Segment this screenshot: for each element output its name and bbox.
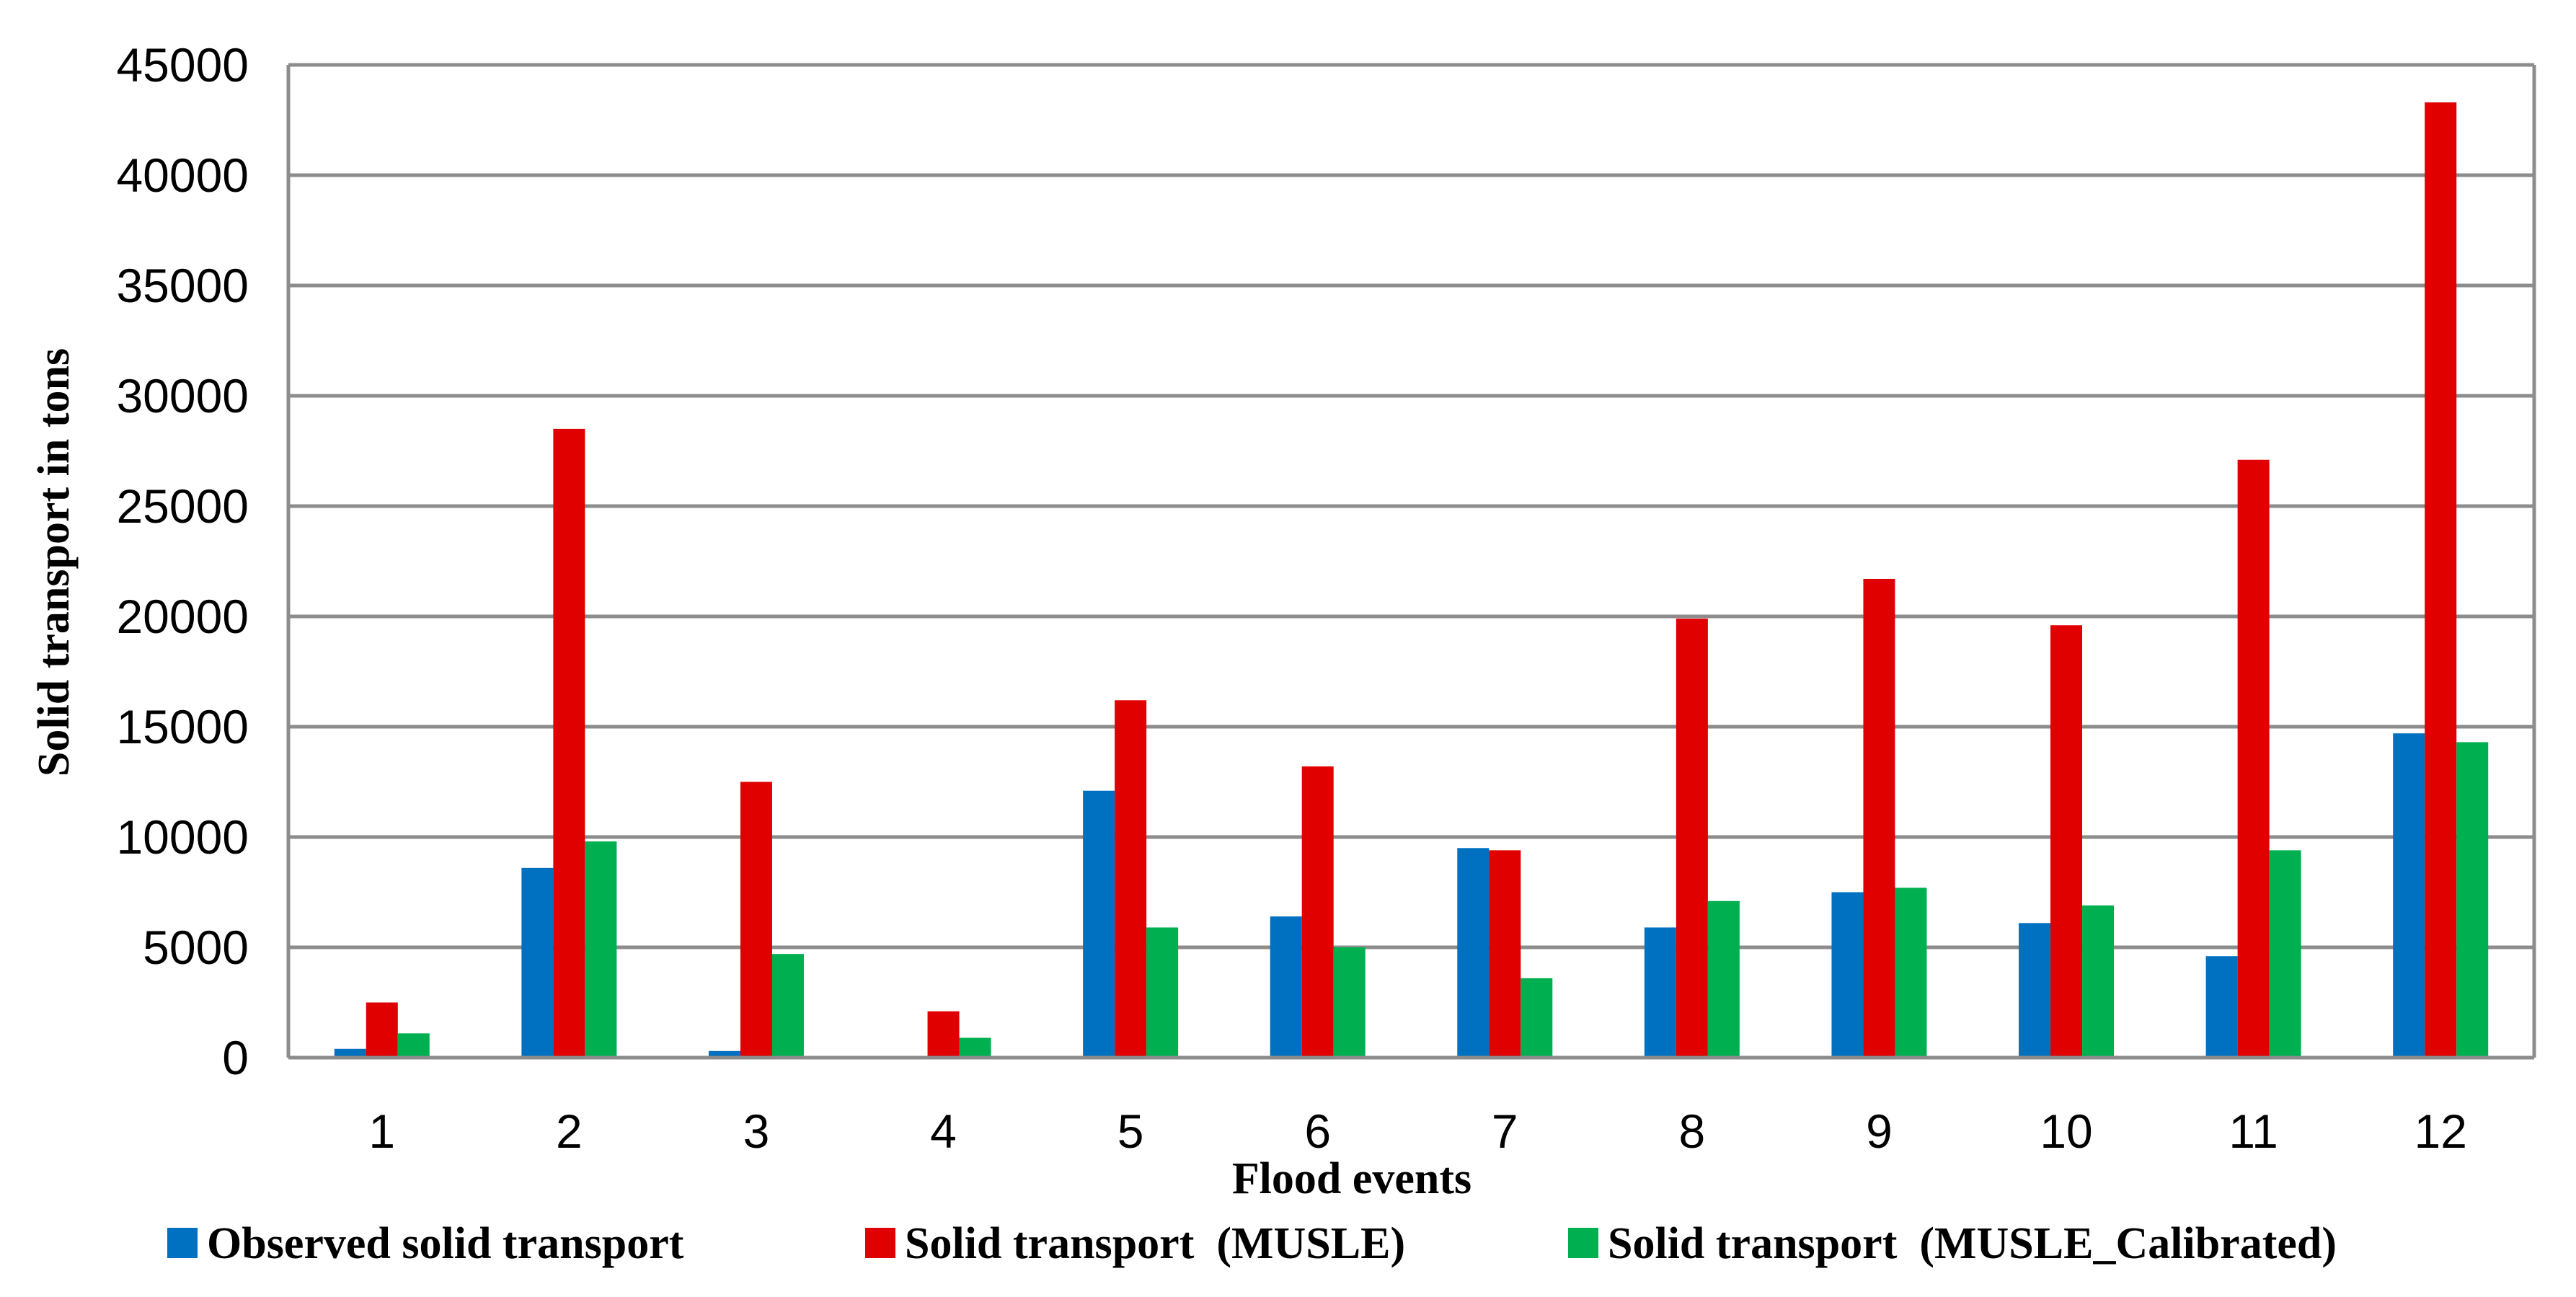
x-tick-label: 6 bbox=[1304, 1105, 1331, 1158]
bar-observed-event-7 bbox=[1457, 848, 1490, 1058]
bar-observed-event-1 bbox=[334, 1048, 366, 1058]
bar-musle-event-7 bbox=[1489, 850, 1521, 1058]
bar-observed-event-5 bbox=[1083, 790, 1115, 1058]
bar-musle-calibrated-event-12 bbox=[2456, 742, 2489, 1058]
bar-observed-event-9 bbox=[1831, 892, 1864, 1058]
bar-musle-calibrated-event-7 bbox=[1521, 978, 1553, 1058]
bar-observed-event-12 bbox=[2393, 733, 2425, 1058]
x-tick-label: 5 bbox=[1117, 1105, 1144, 1158]
bar-observed-event-11 bbox=[2205, 956, 2238, 1058]
bar-musle-calibrated-event-10 bbox=[2082, 905, 2115, 1058]
x-tick-label: 12 bbox=[2414, 1105, 2466, 1158]
y-tick-label: 0 bbox=[222, 1031, 249, 1084]
bar-musle-calibrated-event-6 bbox=[1333, 947, 1366, 1058]
axes bbox=[286, 65, 2536, 1060]
legend: Observed solid transport Solid transport … bbox=[167, 1219, 2337, 1268]
bar-musle-calibrated-event-4 bbox=[959, 1037, 991, 1058]
bar-musle-event-12 bbox=[2425, 102, 2457, 1058]
x-tick-labels: 1 2 3 4 5 6 7 8 9 10 11 12 bbox=[368, 1105, 2466, 1158]
y-tick-label: 30000 bbox=[116, 369, 249, 422]
bar-musle-event-4 bbox=[927, 1011, 960, 1058]
bar-musle-event-8 bbox=[1676, 619, 1708, 1058]
x-tick-label: 4 bbox=[930, 1105, 957, 1158]
y-tick-label: 5000 bbox=[143, 921, 249, 974]
x-tick-label: 11 bbox=[2228, 1105, 2278, 1158]
bar-observed-event-6 bbox=[1270, 916, 1302, 1058]
y-tick-label: 45000 bbox=[116, 38, 249, 92]
x-tick-label: 1 bbox=[368, 1105, 395, 1158]
legend-swatch bbox=[167, 1228, 198, 1258]
bar-musle-calibrated-event-2 bbox=[585, 841, 617, 1058]
legend-swatch bbox=[865, 1228, 895, 1258]
bar-musle-calibrated-event-9 bbox=[1895, 887, 1927, 1058]
y-tick-label: 35000 bbox=[116, 259, 249, 312]
bar-musle-calibrated-event-11 bbox=[2269, 850, 2301, 1058]
y-axis-title: Solid transport in tons bbox=[30, 348, 79, 776]
bar-musle-event-2 bbox=[553, 428, 585, 1058]
bar-musle-event-9 bbox=[1863, 578, 1895, 1058]
bar-musle-calibrated-event-8 bbox=[1707, 900, 1740, 1058]
x-tick-label: 8 bbox=[1679, 1105, 1706, 1158]
bar-observed-event-2 bbox=[521, 867, 554, 1058]
y-tick-labels: 0 5000 10000 15000 20000 25000 30000 35000 40000… bbox=[116, 38, 249, 1084]
bars bbox=[334, 102, 2489, 1058]
x-tick-label: 3 bbox=[743, 1105, 770, 1158]
y-tick-label: 15000 bbox=[116, 700, 249, 753]
y-tick-label: 10000 bbox=[116, 810, 249, 864]
bar-observed-event-3 bbox=[708, 1050, 740, 1058]
legend-label: Observed solid transport bbox=[207, 1219, 684, 1268]
y-tick-label: 40000 bbox=[116, 149, 249, 202]
y-tick-label: 20000 bbox=[116, 590, 249, 643]
bar-musle-event-6 bbox=[1301, 766, 1334, 1058]
x-tick-label: 2 bbox=[556, 1105, 583, 1158]
legend-label: Solid transport (MUSLE) bbox=[905, 1219, 1405, 1268]
bar-observed-event-10 bbox=[2019, 923, 2051, 1058]
bar-observed-event-8 bbox=[1644, 927, 1676, 1058]
bar-musle-calibrated-event-5 bbox=[1146, 927, 1179, 1058]
bar-musle-event-10 bbox=[2050, 625, 2083, 1058]
legend-swatch bbox=[1568, 1228, 1598, 1258]
y-tick-label: 25000 bbox=[116, 479, 249, 533]
x-tick-label: 9 bbox=[1866, 1105, 1893, 1158]
bar-musle-event-3 bbox=[740, 782, 772, 1058]
bar-musle-event-1 bbox=[366, 1002, 398, 1058]
x-tick-label: 7 bbox=[1492, 1105, 1518, 1158]
bar-musle-calibrated-event-1 bbox=[397, 1033, 430, 1058]
x-tick-label: 10 bbox=[2040, 1105, 2092, 1158]
bar-musle-event-5 bbox=[1115, 700, 1147, 1058]
gridlines bbox=[288, 63, 2534, 949]
legend-label: Solid transport (MUSLE_Calibrated) bbox=[1608, 1219, 2337, 1268]
bar-musle-event-11 bbox=[2237, 459, 2270, 1058]
bar-musle-calibrated-event-3 bbox=[771, 954, 804, 1058]
x-axis-title: Flood events bbox=[1232, 1154, 1471, 1203]
